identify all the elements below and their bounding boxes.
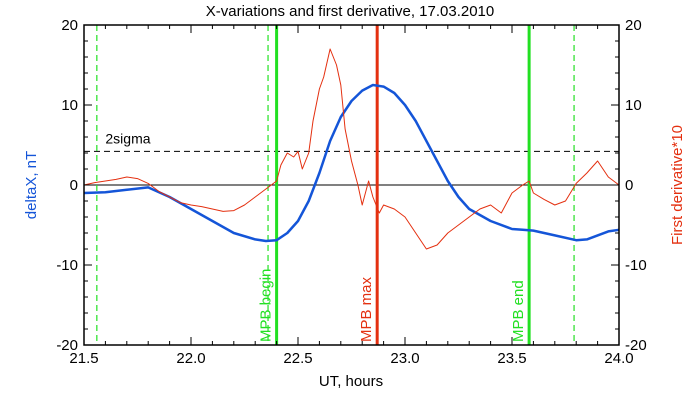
mpb-begin-label: MPB begin xyxy=(258,269,275,342)
right-y-tick-label: -10 xyxy=(625,257,647,274)
x-tick-label: 24.0 xyxy=(604,350,633,367)
right-axis-label: First derivative*10 xyxy=(669,125,686,245)
x-tick-label: 22.0 xyxy=(176,350,205,367)
x-tick-label: 23.5 xyxy=(497,350,526,367)
right-y-tick-label: 20 xyxy=(625,17,642,34)
plot-area: 2sigma MPB begin MPB max MPB end xyxy=(83,25,620,345)
x-tick-label: 22.5 xyxy=(283,350,312,367)
left-axis-label: deltaX, nT xyxy=(23,151,40,219)
x-axis-label: UT, hours xyxy=(319,373,383,390)
x-tick-label: 23.0 xyxy=(390,350,419,367)
left-y-tick-label: 20 xyxy=(61,17,78,34)
axis-ticks: 21.5 22.0 22.5 23.0 23.5 24.0 20 20 10 10 0 0 -10 -10… xyxy=(56,17,646,367)
right-y-tick-label: 0 xyxy=(625,177,633,194)
derivative-series-line xyxy=(83,48,620,250)
x-tick-label: 21.5 xyxy=(69,350,98,367)
threshold-label: 2sigma xyxy=(105,130,150,146)
left-y-tick-label: 10 xyxy=(61,97,78,114)
left-y-tick-label: 0 xyxy=(70,177,78,194)
mpb-end-label: MPB end xyxy=(510,280,527,342)
right-y-tick-label: -20 xyxy=(625,337,647,354)
deltax-series-line xyxy=(83,83,620,243)
left-y-tick-label: -10 xyxy=(56,257,78,274)
left-y-tick-label: -20 xyxy=(56,337,78,354)
right-y-tick-label: 10 xyxy=(625,97,642,114)
chart-title: X-variations and first derivative, 17.03… xyxy=(206,3,495,20)
mpb-max-label: MPB max xyxy=(358,276,375,342)
